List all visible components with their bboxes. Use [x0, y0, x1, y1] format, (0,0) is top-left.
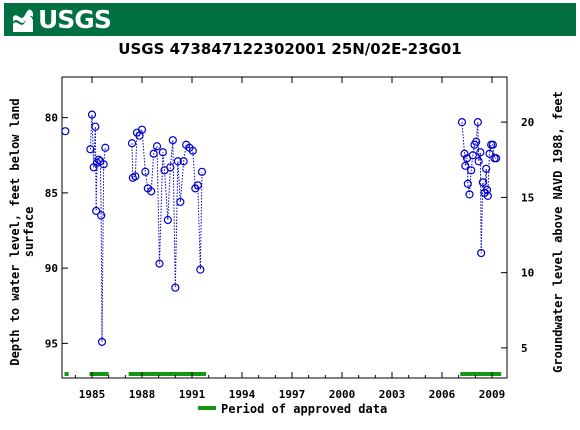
- data-point: [101, 143, 110, 152]
- data-point: [163, 215, 172, 225]
- data-point: [155, 259, 164, 268]
- left-tick-label: 90: [45, 262, 58, 275]
- x-tick-label: 2003: [379, 388, 406, 401]
- usgs-logo: USGS: [12, 5, 112, 34]
- data-point: [61, 127, 70, 136]
- plot-frame: [61, 76, 508, 379]
- usgs-logo-text: USGS: [38, 5, 112, 34]
- approved-period-bar: [89, 372, 109, 376]
- x-axis-ticks: 1985 1988 1991 1994 1997 2000 2003 2006 2009: [74, 77, 506, 401]
- left-axis-label-line2: surface: [22, 207, 36, 258]
- data-connector-line: [89, 114, 106, 342]
- x-tick-label: 1997: [279, 388, 306, 401]
- data-point: [460, 149, 469, 158]
- approved-period-bar: [460, 372, 502, 376]
- data-point: [461, 161, 470, 170]
- left-tick-label: 80: [45, 112, 58, 125]
- data-point: [152, 142, 162, 151]
- x-tick-label: 1988: [129, 388, 156, 401]
- data-point: [492, 154, 501, 163]
- right-tick-label: 5: [521, 342, 528, 355]
- data-point: [147, 187, 156, 196]
- data-point: [463, 179, 472, 188]
- data-point: [465, 190, 474, 199]
- x-tick-label: 2006: [429, 388, 456, 401]
- data-point: [457, 118, 467, 127]
- left-axis-ticks: 80 85 90 95: [45, 112, 68, 350]
- x-tick-label: 2009: [479, 388, 506, 401]
- data-point: [478, 178, 487, 187]
- data-point: [173, 157, 182, 166]
- data-point: [94, 155, 103, 164]
- data-point: [166, 163, 175, 172]
- approved-period-bar: [64, 372, 69, 376]
- data-point: [488, 140, 497, 149]
- right-axis-ticks: 20 15 10 5: [501, 116, 534, 355]
- data-point: [472, 137, 481, 146]
- data-point: [97, 337, 107, 346]
- data-point: [86, 145, 95, 154]
- data-connector-lines: [89, 114, 497, 342]
- data-point: [176, 197, 185, 207]
- legend-approved-swatch: [198, 406, 216, 410]
- approved-periods: [64, 372, 502, 376]
- data-point: [485, 149, 494, 158]
- data-point: [188, 146, 197, 155]
- x-tick-label: 1985: [79, 388, 106, 401]
- data-point: [473, 118, 482, 127]
- data-point: [168, 136, 177, 145]
- data-point: [196, 265, 205, 274]
- legend-approved-label: Period of approved data: [221, 402, 387, 416]
- x-tick-label: 1991: [179, 388, 206, 401]
- right-tick-label: 20: [521, 116, 534, 129]
- data-point: [92, 206, 101, 216]
- data-point: [474, 157, 483, 166]
- data-point: [193, 181, 202, 190]
- data-point: [99, 160, 108, 169]
- data-point: [482, 185, 492, 194]
- data-point: [131, 172, 140, 181]
- data-points: [61, 110, 501, 346]
- data-point: [158, 148, 167, 157]
- data-point: [179, 157, 188, 166]
- right-tick-label: 15: [521, 191, 534, 204]
- data-point: [482, 164, 491, 173]
- data-point: [477, 248, 486, 258]
- left-tick-label: 95: [45, 337, 58, 350]
- data-connector-line: [461, 122, 497, 254]
- approved-period-bar: [128, 372, 207, 376]
- data-point: [483, 191, 492, 200]
- left-axis-label-line1: Depth to water level, feet below land: [8, 98, 22, 365]
- data-point: [127, 139, 137, 148]
- x-tick-label: 2000: [329, 388, 356, 401]
- data-point: [149, 149, 158, 158]
- left-tick-label: 85: [45, 187, 58, 200]
- data-point: [137, 125, 147, 134]
- data-point: [91, 122, 100, 131]
- usgs-banner: USGS: [4, 3, 576, 36]
- data-point: [87, 110, 97, 119]
- chart-title: USGS 473847122302001 25N/02E-23G01: [118, 40, 462, 58]
- data-point: [97, 211, 106, 220]
- data-point: [476, 148, 485, 157]
- data-point: [468, 151, 477, 160]
- right-tick-label: 10: [521, 267, 534, 280]
- data-point: [467, 166, 476, 175]
- data-point: [171, 283, 180, 292]
- data-point: [141, 167, 150, 176]
- usgs-wave-icon: [13, 9, 33, 32]
- x-tick-label: 1994: [229, 388, 256, 401]
- data-point: [197, 167, 207, 176]
- right-axis-label: Groundwater level above NAVD 1988, feet: [551, 91, 565, 373]
